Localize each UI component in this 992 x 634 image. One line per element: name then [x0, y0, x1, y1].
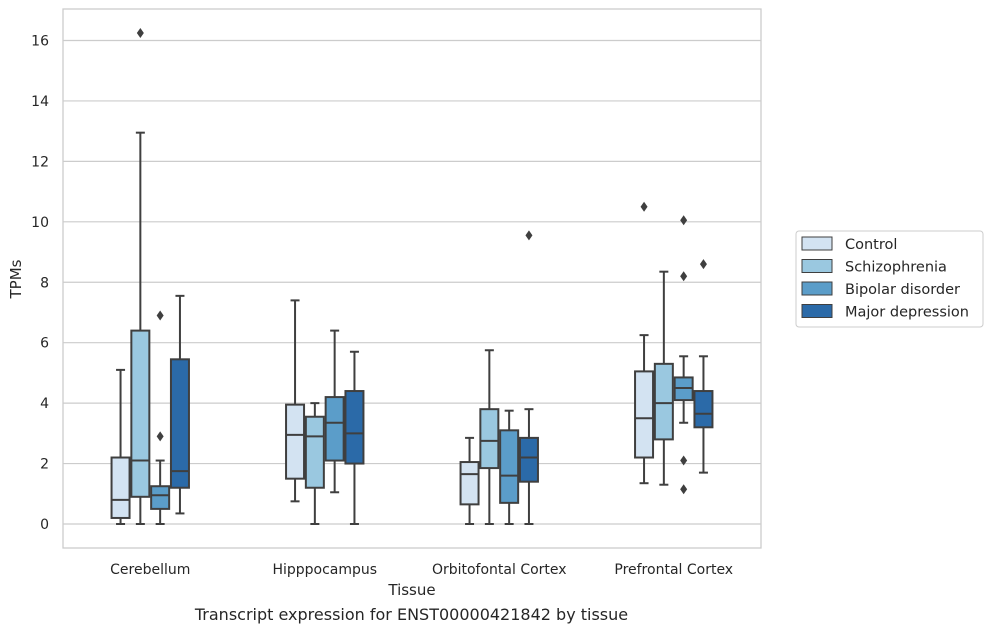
box [150, 485, 171, 510]
box-group [110, 368, 131, 525]
legend: Control Schizophrenia Bipolar disorder Majo… [795, 230, 984, 328]
y-axis-label: TPMs [7, 259, 25, 299]
y-tick-label: 10 [31, 215, 49, 231]
outlier-point [156, 310, 164, 321]
outlier-point [680, 455, 688, 466]
x-tick-label: Hipppocampus [272, 562, 377, 578]
box [479, 408, 500, 470]
plot-background [63, 9, 761, 548]
box [693, 390, 714, 429]
legend-swatch [801, 236, 833, 251]
outlier-point [699, 259, 707, 270]
plot-frame [62, 8, 762, 549]
box [285, 403, 306, 480]
box [324, 396, 345, 462]
x-axis-label: Tissue [387, 581, 435, 599]
box [653, 362, 674, 441]
y-tick-label: 6 [40, 336, 49, 352]
box [169, 358, 190, 489]
box-groups [110, 27, 714, 525]
outlier-point [136, 27, 144, 38]
y-tick-label: 0 [40, 517, 49, 533]
outlier-point [156, 431, 164, 442]
legend-swatch [801, 259, 833, 273]
x-tick-label: Prefrontal Cortex [614, 562, 733, 578]
box-group [344, 350, 365, 525]
box-group [285, 299, 306, 503]
box-group [459, 436, 480, 525]
box [499, 429, 520, 504]
y-tick-label: 16 [31, 34, 49, 50]
box-group [653, 270, 674, 486]
box [304, 415, 325, 489]
box-group [304, 402, 325, 525]
legend-swatch [801, 281, 833, 296]
legend-swatch [801, 304, 833, 318]
chart-caption: Transcript expression for ENST0000042184… [194, 605, 629, 624]
box-group [634, 201, 655, 485]
box [634, 370, 655, 459]
box-group [150, 310, 171, 525]
outlier-point [680, 484, 688, 495]
legend-label: Bipolar disorder [845, 282, 960, 298]
outlier-point [680, 215, 688, 226]
y-tick-label: 14 [31, 94, 49, 110]
box-group [499, 409, 520, 525]
box-group [324, 329, 345, 494]
legend-label: Major depression [845, 305, 969, 321]
box-group [479, 349, 500, 525]
box [459, 461, 480, 506]
box-group [518, 230, 539, 525]
box-group [693, 259, 714, 474]
y-tick-label: 8 [40, 275, 49, 291]
box [110, 456, 131, 519]
box [344, 390, 365, 465]
legend-label: Schizophrenia [845, 260, 947, 276]
outlier-point [680, 271, 688, 282]
outlier-point [640, 201, 648, 212]
legend-label: Control [845, 237, 897, 253]
box [518, 436, 539, 483]
legend-frame [795, 230, 984, 328]
x-tick-label: Cerebellum [110, 562, 190, 578]
outlier-point [525, 230, 533, 241]
y-axis-ticks: 0 2 4 6 8 10 12 14 16 [31, 34, 49, 534]
y-tick-label: 4 [40, 396, 49, 412]
box [130, 329, 151, 498]
box-group [130, 27, 151, 525]
y-tick-label: 2 [40, 457, 49, 473]
box-group [169, 294, 190, 515]
x-tick-label: Orbitofontal Cortex [432, 562, 567, 578]
x-axis-ticks: Cerebellum Hipppocampus Orbitofontal Corte… [110, 562, 733, 578]
y-tick-label: 12 [31, 154, 49, 170]
box-group [673, 215, 694, 495]
